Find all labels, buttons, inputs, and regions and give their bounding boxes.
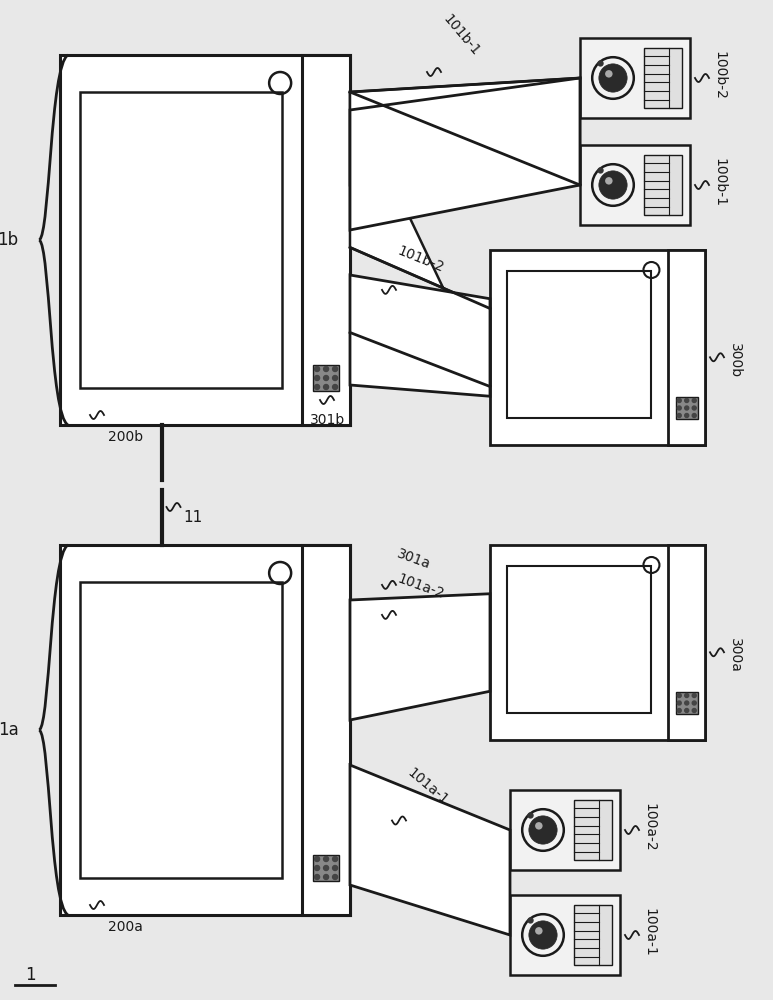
Text: 301a: 301a	[395, 547, 433, 572]
Circle shape	[324, 874, 329, 880]
Circle shape	[315, 865, 319, 870]
Text: 101a-1: 101a-1	[405, 765, 451, 808]
Bar	[510, 895, 620, 975]
Circle shape	[685, 414, 689, 418]
Polygon shape	[350, 78, 580, 230]
Circle shape	[535, 822, 543, 830]
Circle shape	[315, 874, 319, 880]
Bar	[669, 250, 705, 445]
Bar	[676, 397, 698, 419]
Circle shape	[324, 366, 329, 371]
Circle shape	[685, 701, 689, 705]
Text: 100a-1: 100a-1	[642, 908, 656, 956]
Circle shape	[324, 375, 329, 380]
Circle shape	[315, 375, 319, 380]
Circle shape	[315, 366, 319, 371]
Circle shape	[598, 168, 603, 173]
Bar	[490, 250, 705, 445]
Text: 300b: 300b	[728, 343, 742, 378]
Polygon shape	[350, 78, 580, 185]
Circle shape	[529, 816, 557, 844]
Text: 200a: 200a	[108, 920, 143, 934]
Bar	[574, 800, 612, 860]
Circle shape	[693, 701, 696, 705]
Circle shape	[599, 171, 627, 199]
Text: 100a-2: 100a-2	[642, 803, 656, 851]
Bar	[80, 92, 282, 388]
Text: 101b-2: 101b-2	[395, 244, 446, 275]
Circle shape	[685, 708, 689, 712]
Circle shape	[332, 874, 338, 880]
Circle shape	[324, 865, 329, 870]
Polygon shape	[350, 765, 510, 935]
Circle shape	[685, 398, 689, 402]
Bar	[490, 545, 705, 740]
Circle shape	[598, 61, 603, 66]
Text: 300a: 300a	[728, 638, 742, 673]
Circle shape	[324, 856, 329, 861]
Bar	[580, 38, 690, 118]
Circle shape	[535, 927, 543, 935]
Text: 100b-1: 100b-1	[712, 157, 726, 207]
Circle shape	[332, 366, 338, 371]
Circle shape	[693, 708, 696, 712]
Polygon shape	[350, 275, 490, 396]
Circle shape	[693, 398, 696, 402]
Bar	[676, 692, 698, 714]
Circle shape	[605, 70, 612, 78]
Circle shape	[677, 406, 681, 410]
Bar	[574, 905, 612, 965]
Circle shape	[332, 384, 338, 389]
Circle shape	[332, 865, 338, 870]
Text: 100b-2: 100b-2	[712, 51, 726, 99]
Circle shape	[677, 694, 681, 698]
Circle shape	[693, 694, 696, 698]
Circle shape	[529, 921, 557, 949]
Bar	[302, 545, 350, 915]
Polygon shape	[350, 594, 490, 720]
Circle shape	[685, 694, 689, 698]
Text: 1a: 1a	[0, 721, 19, 739]
Text: 1b: 1b	[0, 231, 19, 249]
Circle shape	[332, 856, 338, 861]
Circle shape	[528, 918, 533, 923]
Circle shape	[693, 414, 696, 418]
Bar	[313, 365, 339, 391]
Bar	[669, 545, 705, 740]
Text: 11: 11	[183, 510, 203, 524]
Bar	[507, 271, 651, 418]
Circle shape	[324, 384, 329, 389]
Circle shape	[677, 701, 681, 705]
Circle shape	[677, 708, 681, 712]
Text: 301b: 301b	[310, 413, 346, 427]
Text: 101b-1: 101b-1	[440, 12, 482, 59]
Circle shape	[332, 375, 338, 380]
Bar	[80, 582, 282, 878]
Circle shape	[693, 406, 696, 410]
Text: 200b: 200b	[108, 430, 143, 444]
Bar	[302, 55, 350, 425]
Circle shape	[677, 414, 681, 418]
Bar	[644, 48, 683, 108]
Text: 1: 1	[25, 966, 36, 984]
Bar	[510, 790, 620, 870]
Polygon shape	[350, 92, 490, 386]
Polygon shape	[350, 78, 580, 107]
Circle shape	[315, 384, 319, 389]
Circle shape	[605, 177, 612, 185]
Circle shape	[677, 398, 681, 402]
Bar	[60, 545, 350, 915]
Circle shape	[315, 856, 319, 861]
Bar	[313, 855, 339, 881]
Bar	[60, 55, 350, 425]
Bar	[507, 566, 651, 713]
Text: 101a-2: 101a-2	[395, 572, 445, 602]
Circle shape	[528, 813, 533, 818]
Bar	[580, 145, 690, 225]
Bar	[644, 155, 683, 215]
Circle shape	[685, 406, 689, 410]
Circle shape	[599, 64, 627, 92]
